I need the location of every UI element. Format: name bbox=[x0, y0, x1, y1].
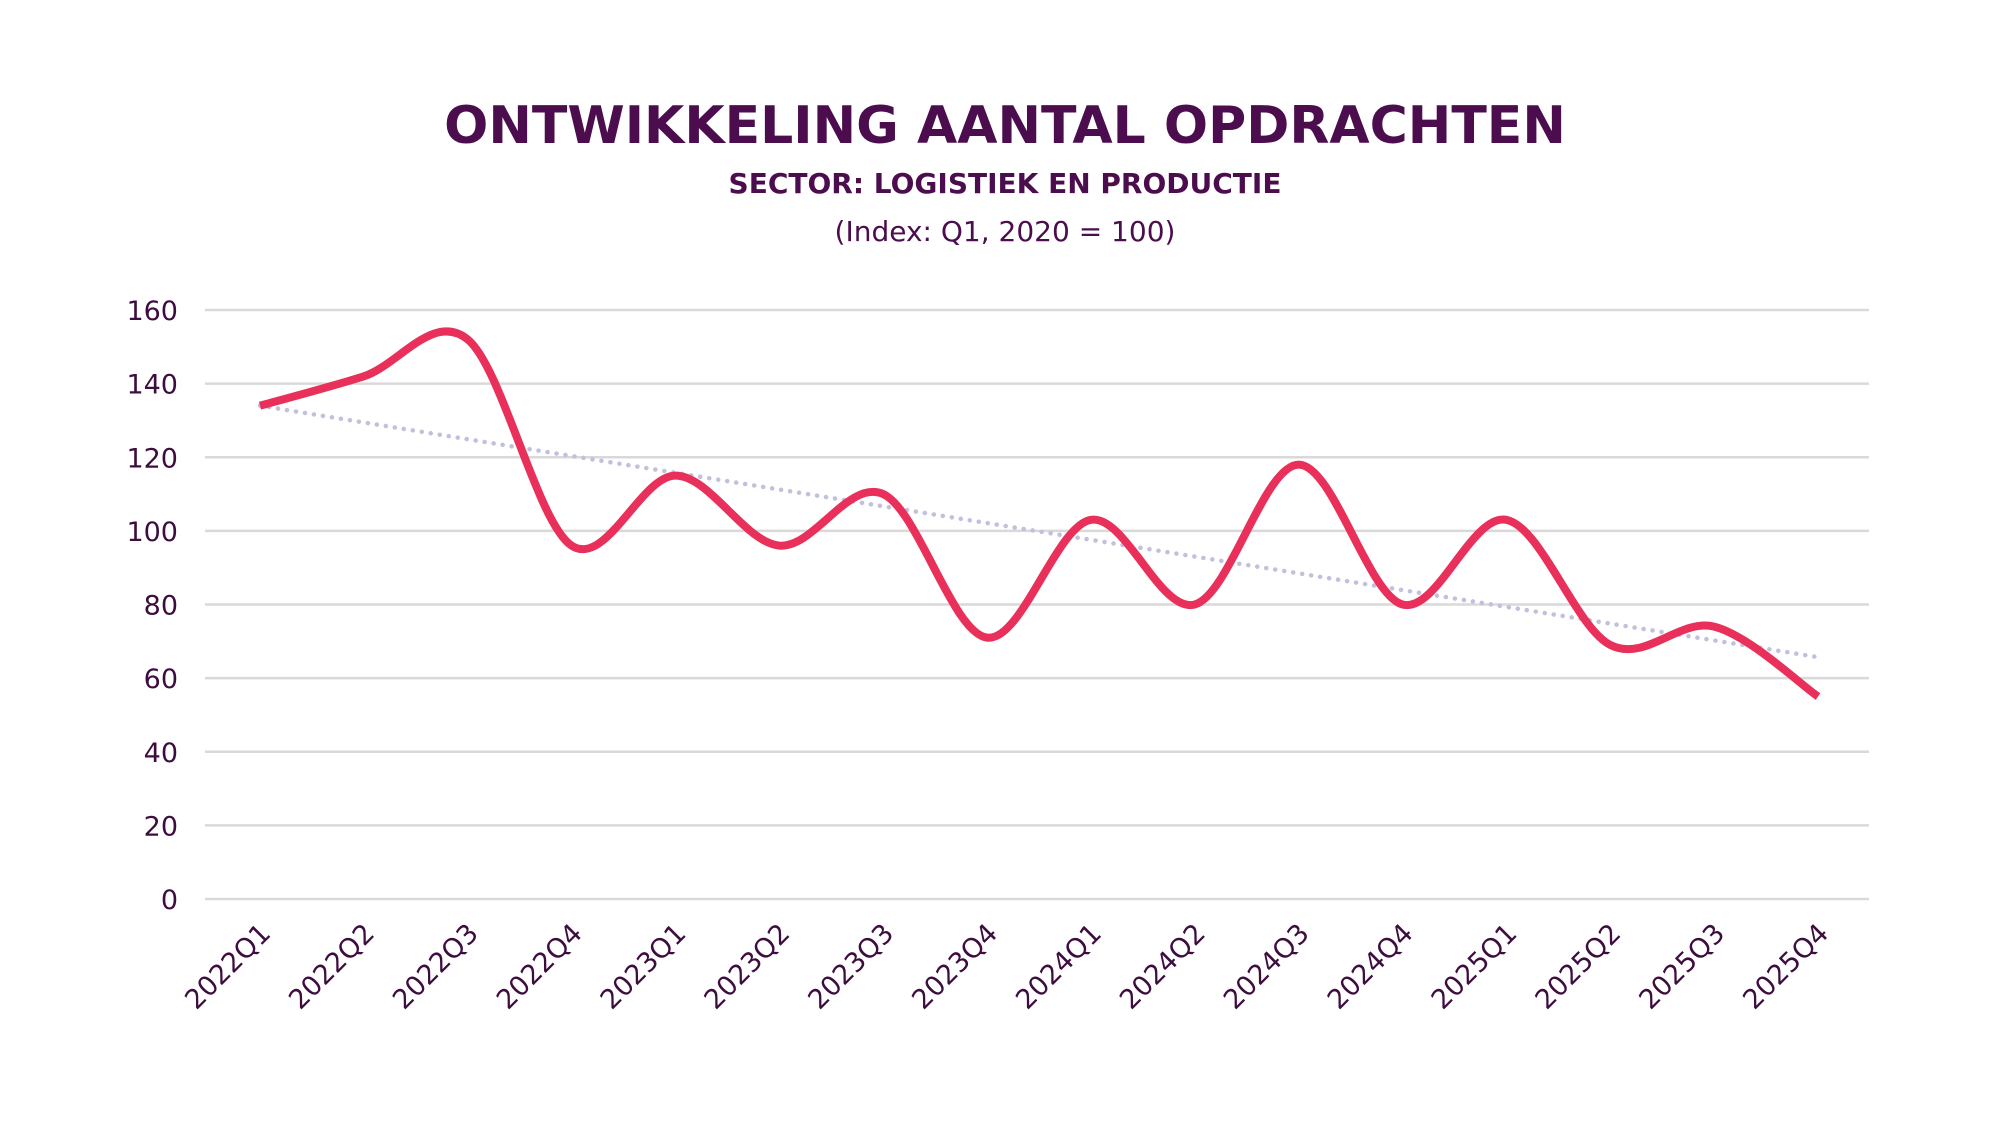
chart-subtitle: SECTOR: LOGISTIEK EN PRODUCTIE bbox=[729, 167, 1282, 200]
x-tick-label: 2023Q3 bbox=[802, 918, 900, 1016]
series-line bbox=[258, 327, 1821, 700]
x-tick-label: 2023Q4 bbox=[906, 918, 1004, 1016]
x-tick-label: 2024Q4 bbox=[1322, 918, 1420, 1016]
y-tick-label: 60 bbox=[144, 664, 178, 695]
y-tick-label: 120 bbox=[126, 443, 178, 474]
y-tick-label: 100 bbox=[126, 517, 178, 548]
x-tick-label: 2024Q2 bbox=[1114, 918, 1212, 1016]
y-tick-label: 0 bbox=[161, 885, 178, 916]
y-tick-label: 160 bbox=[126, 296, 178, 327]
x-tick-label: 2022Q2 bbox=[283, 918, 381, 1016]
x-tick-label: 2022Q3 bbox=[387, 918, 485, 1016]
x-tick-label: 2022Q1 bbox=[179, 918, 277, 1016]
x-tick-label: 2023Q2 bbox=[699, 918, 797, 1016]
x-tick-label: 2024Q3 bbox=[1218, 918, 1316, 1016]
series-group bbox=[257, 327, 1821, 700]
x-tick-label: 2024Q1 bbox=[1010, 918, 1108, 1016]
x-tick-label: 2025Q4 bbox=[1737, 918, 1835, 1016]
gridlines bbox=[205, 308, 1869, 901]
y-tick-label: 40 bbox=[144, 738, 178, 769]
chart-index-note: (Index: Q1, 2020 = 100) bbox=[835, 215, 1176, 248]
x-tick-label: 2025Q3 bbox=[1633, 918, 1731, 1016]
x-tick-label: 2025Q2 bbox=[1530, 918, 1628, 1016]
y-axis-ticks: 0 20 40 60 80 100 120 140 160 bbox=[126, 296, 178, 916]
chart-title: ONTWIKKELING AANTAL OPDRACHTEN bbox=[444, 96, 1566, 156]
x-tick-label: 2023Q1 bbox=[595, 918, 693, 1016]
x-tick-label: 2025Q1 bbox=[1426, 918, 1524, 1016]
x-axis-ticks: 2022Q1 2022Q2 2022Q3 2022Q4 2023Q1 2023Q2 2023… bbox=[179, 918, 1835, 1016]
y-tick-label: 80 bbox=[144, 591, 178, 622]
y-tick-label: 20 bbox=[144, 811, 178, 842]
x-tick-label: 2022Q4 bbox=[491, 918, 589, 1016]
y-tick-label: 140 bbox=[126, 370, 178, 401]
